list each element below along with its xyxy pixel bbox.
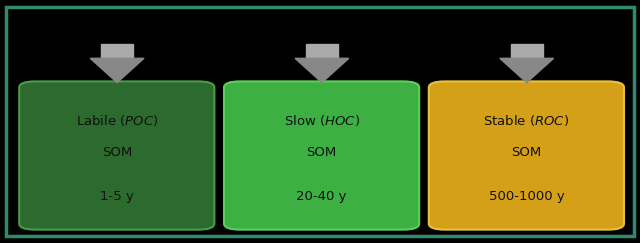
Text: SOM: SOM	[511, 146, 541, 159]
Text: 500-1000 y: 500-1000 y	[488, 190, 564, 203]
Polygon shape	[101, 44, 133, 58]
Polygon shape	[90, 58, 144, 83]
Polygon shape	[306, 44, 338, 58]
Text: SOM: SOM	[307, 146, 337, 159]
Text: Stable ($\it{ROC}$): Stable ($\it{ROC}$)	[483, 113, 570, 128]
FancyBboxPatch shape	[19, 81, 214, 230]
Text: SOM: SOM	[102, 146, 132, 159]
Polygon shape	[500, 58, 554, 83]
FancyBboxPatch shape	[429, 81, 624, 230]
Text: Slow ($\it{HOC}$): Slow ($\it{HOC}$)	[284, 113, 360, 128]
Text: 20-40 y: 20-40 y	[296, 190, 347, 203]
Text: Labile ($\it{POC}$): Labile ($\it{POC}$)	[76, 113, 158, 128]
FancyBboxPatch shape	[224, 81, 419, 230]
Polygon shape	[511, 44, 543, 58]
Text: 1-5 y: 1-5 y	[100, 190, 134, 203]
Polygon shape	[295, 58, 349, 83]
